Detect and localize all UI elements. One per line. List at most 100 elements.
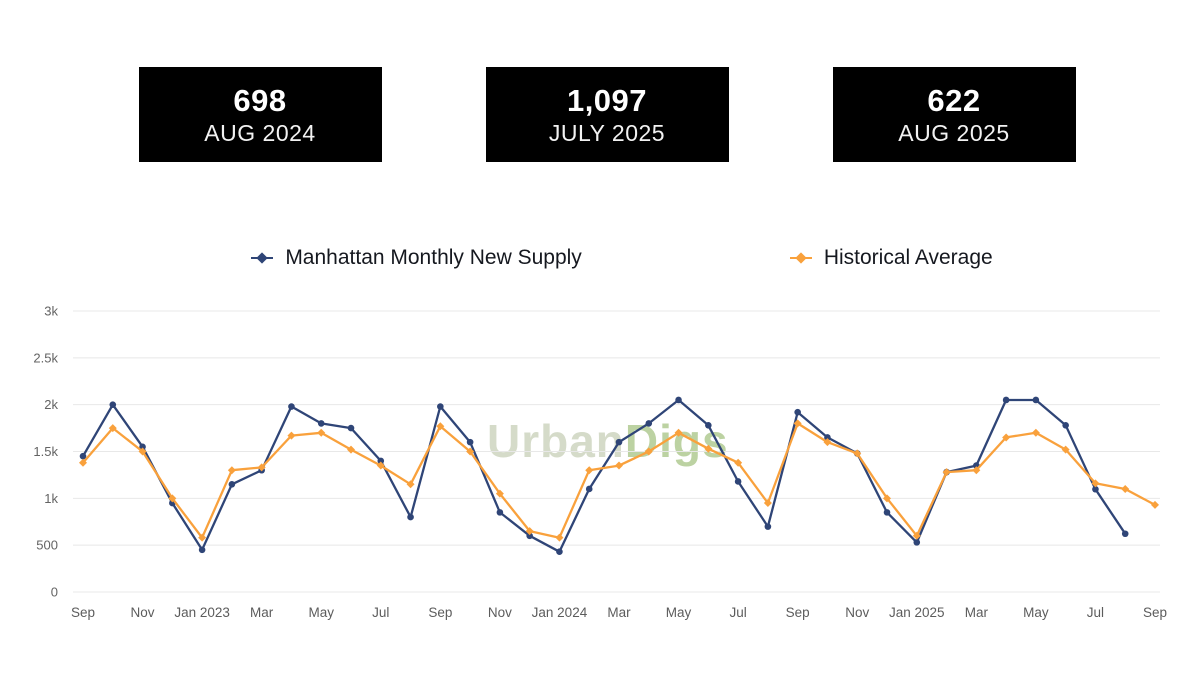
data-point[interactable] [1061,445,1070,454]
data-point[interactable] [615,461,623,470]
data-point[interactable] [1121,530,1129,538]
data-point[interactable] [734,458,743,467]
data-point[interactable] [585,466,594,475]
x-axis-label: Sep [71,605,95,620]
data-point[interactable] [1002,433,1011,442]
data-point[interactable] [1121,484,1130,493]
data-point[interactable] [942,468,951,477]
data-point[interactable] [794,408,801,416]
data-point[interactable] [913,539,921,546]
data-point[interactable] [644,447,653,456]
stat-value: 1,097 [566,82,648,118]
data-point[interactable] [823,438,832,447]
data-point[interactable] [406,480,415,489]
x-axis-label: Jan 2023 [174,605,230,620]
data-point[interactable] [1002,396,1010,404]
y-axis-label: 1k [44,491,58,506]
x-axis-label: Mar [250,605,274,620]
stat-box-aug-2025: 622 AUG 2025 [832,67,1076,162]
x-axis-label: Nov [845,605,869,620]
stat-value: 622 [927,82,981,118]
data-point[interactable] [793,419,802,428]
data-point[interactable] [466,447,475,456]
data-point[interactable] [525,527,534,536]
data-point[interactable] [437,403,444,410]
stat-label: AUG 2025 [898,120,1010,147]
data-point[interactable] [139,443,146,451]
data-point[interactable] [853,449,862,458]
legend-item-supply[interactable]: Manhattan Monthly New Supply [251,246,582,270]
legend-label-historical-average: Historical Average [823,246,993,269]
x-axis-label: May [308,605,334,620]
data-point[interactable] [436,422,445,431]
data-point[interactable] [198,533,207,542]
data-point[interactable] [526,532,533,540]
data-point[interactable] [555,533,564,542]
data-point[interactable] [972,466,981,475]
y-axis-label: 0 [51,585,58,600]
data-point[interactable] [376,461,385,470]
legend-label-supply: Manhattan Monthly New Supply [285,246,582,269]
data-point[interactable] [674,428,683,437]
data-point[interactable] [556,548,563,556]
data-point[interactable] [317,428,326,437]
data-point[interactable] [347,445,355,454]
data-point[interactable] [615,438,623,446]
data-point[interactable] [407,513,414,521]
data-point[interactable] [496,509,504,516]
data-point[interactable] [495,489,504,498]
data-point[interactable] [912,531,921,540]
stat-label: JULY 2025 [548,120,666,147]
data-point[interactable] [1031,428,1040,437]
chart-legend: Manhattan Monthly New Supply Historical … [0,246,1200,270]
data-point[interactable] [704,444,713,453]
legend-item-historical-average[interactable]: Historical Average [789,246,993,270]
legend-point [256,252,268,264]
data-point[interactable] [138,447,147,456]
data-point[interactable] [883,494,891,503]
data-point[interactable] [347,424,355,432]
data-point[interactable] [198,546,206,554]
data-point[interactable] [317,420,325,427]
data-point[interactable] [883,509,891,516]
data-point[interactable] [168,494,177,503]
data-point[interactable] [734,478,742,485]
data-point[interactable] [645,420,653,427]
data-point[interactable] [108,424,117,433]
data-point[interactable] [1151,500,1159,509]
y-axis-label: 1.5k [33,444,58,459]
data-point[interactable] [1032,396,1040,404]
data-point[interactable] [257,463,266,472]
y-axis-label: 500 [36,538,58,553]
x-axis-label: Mar [965,605,989,620]
x-axis-label: Jul [1087,605,1104,620]
data-point[interactable] [824,434,831,441]
x-axis-label: Nov [131,605,155,620]
watermark-part-1: Urban [487,415,625,467]
data-point[interactable] [705,421,712,429]
stat-box-july-2025: 1,097 JULY 2025 [485,67,729,162]
data-point[interactable] [227,466,236,475]
data-point[interactable] [377,457,385,465]
x-axis-label: May [1023,605,1049,620]
supply-line-chart[interactable]: 0 500 1k 1.5k 2k 2.5k 3k Sep Nov Jan 2023 Mar May Ju… [0,295,1200,640]
data-point[interactable] [79,458,87,467]
data-point[interactable] [1062,421,1069,429]
data-point[interactable] [466,438,474,446]
data-point[interactable] [675,396,682,404]
stats-row: 698 AUG 2024 1,097 JULY 2025 622 AUG 202… [0,67,1200,162]
data-point[interactable] [1091,479,1100,488]
data-point[interactable] [585,485,593,493]
stat-label: AUG 2024 [204,120,316,147]
data-point[interactable] [764,523,772,530]
data-point[interactable] [109,401,117,408]
data-point[interactable] [228,480,236,488]
data-point[interactable] [287,431,296,440]
data-point[interactable] [1092,485,1099,493]
data-point[interactable] [763,499,772,508]
data-point[interactable] [79,452,87,460]
x-axis-label: Sep [786,605,810,620]
historical-average-series-marker-icon [789,252,812,264]
data-point[interactable] [288,403,295,410]
